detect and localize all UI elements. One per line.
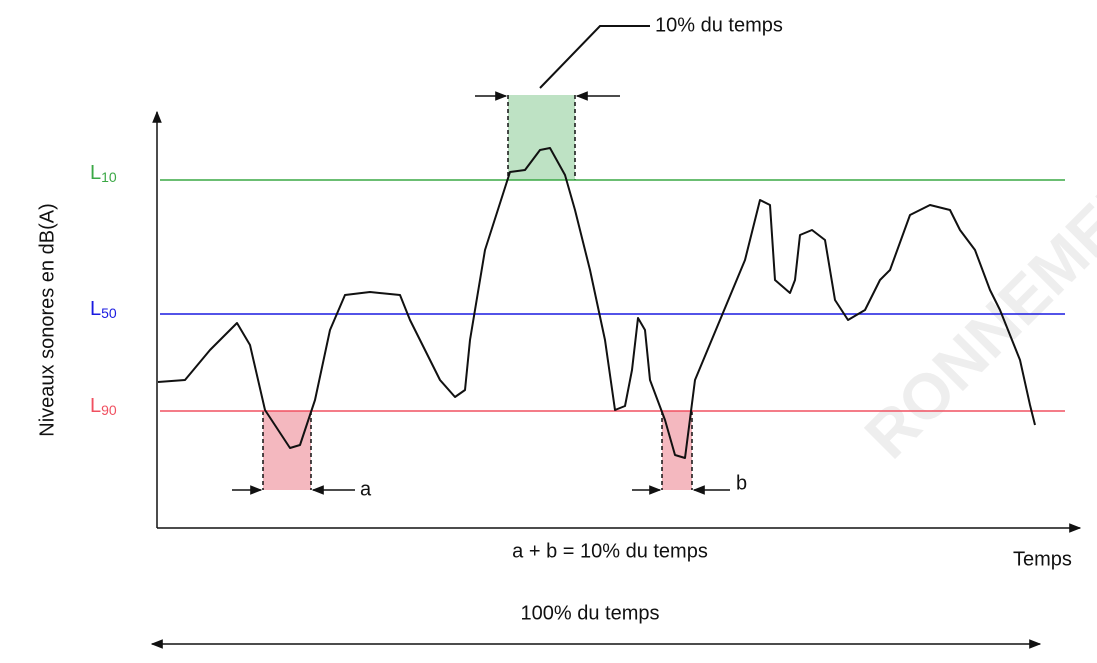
label-a: a <box>360 478 372 500</box>
l10-zone <box>508 95 575 180</box>
zone-a <box>263 411 311 490</box>
x-axis-label: Temps <box>1013 548 1072 570</box>
label-b: b <box>736 472 747 494</box>
zone-edges <box>262 95 693 490</box>
l90-label: L90 <box>90 395 117 417</box>
width-arrows <box>232 91 730 495</box>
sum-note: a + b = 10% du temps <box>512 540 708 562</box>
noise-curve <box>157 147 1036 459</box>
note-leader <box>539 25 650 89</box>
top-note: 10% du temps <box>655 14 783 36</box>
l10-label: L10 <box>90 162 117 184</box>
y-axis-label: Niveaux sonores en dB(A) <box>36 203 58 436</box>
l50-label: L50 <box>90 298 117 320</box>
total-note: 100% du temps <box>521 602 660 624</box>
